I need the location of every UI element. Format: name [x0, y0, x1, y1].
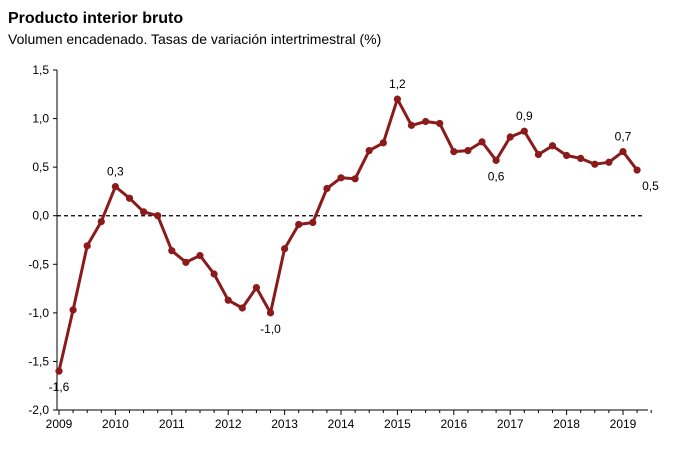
data-point [111, 182, 119, 191]
data-point [125, 194, 134, 202]
data-point [55, 367, 63, 375]
data-point [577, 154, 585, 162]
y-tick-label: -0,5 [28, 257, 49, 271]
x-tick-label: 2009 [46, 417, 73, 431]
data-point [323, 184, 331, 193]
x-tick-label: 2014 [328, 417, 355, 431]
data-point [210, 270, 218, 278]
chart-title: Producto interior bruto [8, 10, 184, 27]
x-tick-label: 2013 [271, 417, 298, 431]
y-tick-label: 1,0 [32, 112, 49, 126]
data-point [196, 251, 204, 260]
data-point [97, 217, 105, 226]
data-point [154, 212, 162, 220]
x-tick-label: 2012 [215, 417, 242, 431]
data-point [422, 117, 430, 126]
data-point [168, 247, 176, 255]
data-point [224, 296, 232, 304]
data-point [281, 245, 289, 253]
data-point [633, 166, 641, 174]
data-label: 0,9 [516, 109, 533, 123]
data-point [238, 304, 246, 312]
data-point [605, 158, 613, 166]
x-tick-label: 2016 [440, 417, 467, 431]
data-point [478, 138, 486, 146]
series-line [57, 97, 639, 373]
data-point [266, 309, 275, 317]
x-tick-label: 2011 [159, 417, 185, 431]
data-point [450, 148, 458, 156]
data-point [619, 148, 627, 156]
data-point [365, 147, 373, 155]
data-point [407, 121, 416, 129]
y-tick-label: 0,0 [32, 209, 49, 223]
data-label: 0,5 [642, 179, 659, 193]
data-point [351, 175, 359, 183]
data-point [548, 142, 557, 150]
data-point [534, 150, 543, 159]
y-tick-label: 1,5 [32, 63, 49, 77]
data-point [436, 119, 444, 128]
data-point [182, 258, 190, 266]
data-point [464, 147, 472, 155]
y-tick-label: -2,0 [28, 403, 49, 417]
data-point [140, 208, 148, 216]
y-tick-label: -1,0 [28, 306, 49, 320]
data-point [492, 156, 500, 164]
data-point [337, 174, 345, 182]
data-point [83, 242, 91, 250]
data-point [506, 133, 514, 141]
y-tick-label: 0,5 [32, 160, 49, 174]
data-point [591, 160, 599, 168]
data-point [563, 151, 571, 160]
data-point [69, 306, 77, 314]
data-point [252, 284, 260, 292]
data-point [393, 95, 401, 103]
data-point [379, 139, 387, 147]
data-label: 0,3 [107, 165, 124, 179]
data-label: 0,7 [615, 130, 632, 144]
data-point [295, 220, 303, 229]
x-tick-label: 2017 [497, 417, 524, 431]
data-label: -1,0 [260, 322, 281, 336]
data-point [309, 218, 317, 227]
data-point [520, 127, 528, 135]
x-tick-label: 2010 [102, 417, 129, 431]
data-label: 0,6 [488, 169, 505, 183]
chart-subtitle: Volumen encadenado. Tasas de variación i… [8, 31, 382, 47]
data-label: -1,6 [49, 380, 70, 394]
data-label: 1,2 [389, 77, 406, 91]
x-tick-label: 2019 [610, 417, 637, 431]
x-tick-label: 2018 [553, 417, 580, 431]
x-tick-label: 2015 [384, 417, 411, 431]
y-tick-label: -1,5 [28, 354, 49, 368]
